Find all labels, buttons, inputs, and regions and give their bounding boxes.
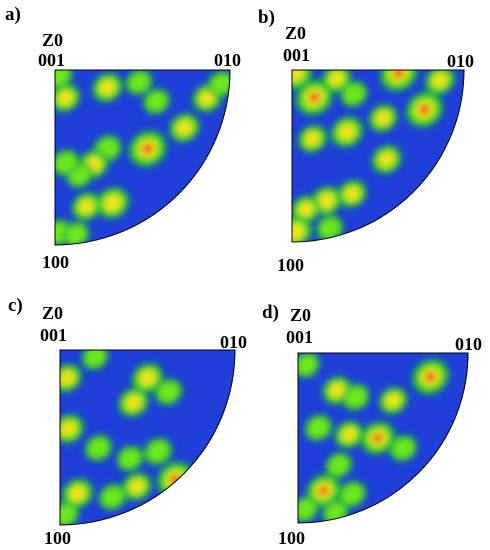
panel-letter: d) (262, 302, 279, 323)
intensity-hotspot (143, 437, 173, 466)
bottom-pole-label: 100 (278, 528, 305, 548)
intensity-hotspot (341, 383, 370, 411)
intensity-hotspot (62, 221, 90, 245)
intensity-hotspot (60, 414, 85, 444)
intensity-hotspot (340, 80, 368, 108)
bottom-pole-label: 100 (277, 255, 304, 275)
pole-figure-outline (59, 349, 236, 526)
bottom-pole-label: 100 (42, 252, 69, 272)
intensity-hotspot (84, 434, 113, 462)
bottom-pole-label: 100 (44, 528, 71, 548)
top-pole-label: 001 (38, 50, 65, 70)
z-label: Z0 (42, 30, 64, 50)
intensity-hotspot (154, 378, 183, 406)
top-pole-label: 001 (283, 45, 310, 65)
intensity-hotspot (55, 83, 81, 113)
pole-figure-outline (297, 352, 469, 524)
intensity-hotspot (325, 452, 353, 479)
intensity-hotspot (60, 363, 82, 393)
z-label: Z0 (290, 305, 312, 325)
intensity-hotspot (360, 421, 396, 455)
z-label: Z0 (42, 303, 64, 323)
intensity-hotspot (379, 70, 418, 92)
intensity-hotspot (330, 116, 364, 148)
intensity-hotspot (405, 91, 444, 128)
intensity-hotspot (322, 70, 352, 93)
intensity-hotspot (298, 353, 321, 378)
top-pole-label: 001 (286, 327, 313, 347)
right-pole-label: 010 (447, 51, 474, 71)
intensity-hotspot (338, 480, 367, 508)
intensity-hotspot (389, 434, 418, 462)
intensity-hotspot (61, 478, 94, 509)
intensity-hotspot (96, 187, 130, 219)
right-pole-label: 010 (214, 50, 241, 70)
intensity-hotspot (411, 358, 450, 395)
intensity-hotspot (298, 496, 319, 523)
panel-letter: c) (8, 295, 23, 316)
right-pole-label: 010 (220, 332, 247, 352)
intensity-hotspot (295, 79, 334, 116)
intensity-hotspot (55, 149, 80, 177)
pole-figure-background (60, 350, 235, 525)
intensity-hotspot (116, 445, 144, 472)
pole-figure-outline (54, 69, 231, 246)
intensity-hotspot (292, 70, 313, 90)
panel-letter: a) (5, 4, 21, 25)
intensity-hotspot (71, 192, 102, 221)
intensity-hotspot (378, 386, 408, 415)
intensity-hotspot (92, 72, 123, 103)
intensity-hotspot (304, 414, 333, 442)
intensity-hotspot (315, 215, 344, 242)
z-label: Z0 (285, 23, 307, 43)
intensity-hotspot (131, 362, 164, 394)
intensity-hotspot (118, 387, 149, 418)
top-pole-label: 001 (40, 325, 67, 345)
intensity-hotspot (337, 179, 367, 208)
intensity-hotspot (371, 145, 402, 174)
intensity-hotspot (368, 104, 398, 133)
intensity-hotspot (292, 215, 313, 242)
intensity-hotspot (297, 124, 328, 153)
panel-letter: b) (258, 7, 275, 28)
intensity-hotspot (306, 474, 341, 508)
intensity-hotspot (142, 88, 171, 115)
pole-figure-outline (291, 69, 465, 243)
intensity-hotspot (334, 420, 364, 449)
intensity-hotspot (169, 113, 200, 143)
right-pole-label: 010 (455, 334, 482, 354)
intensity-hotspot (125, 70, 153, 96)
intensity-hotspot (128, 130, 168, 168)
intensity-hotspot (122, 472, 152, 501)
intensity-hotspot (98, 483, 127, 511)
intensity-hotspot (424, 70, 456, 95)
